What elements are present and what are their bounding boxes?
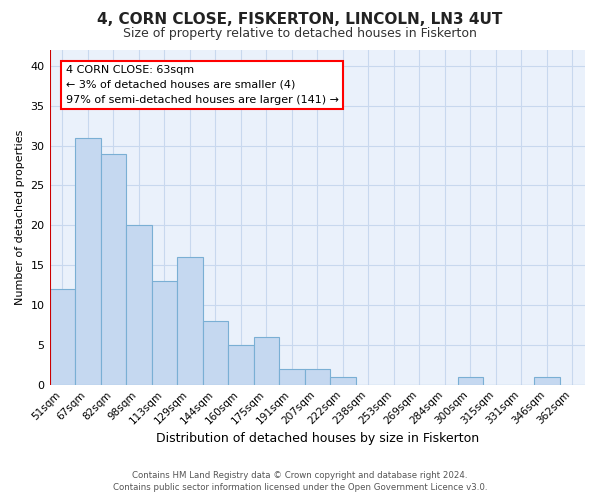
Text: 4, CORN CLOSE, FISKERTON, LINCOLN, LN3 4UT: 4, CORN CLOSE, FISKERTON, LINCOLN, LN3 4…	[97, 12, 503, 28]
Y-axis label: Number of detached properties: Number of detached properties	[15, 130, 25, 305]
Text: Size of property relative to detached houses in Fiskerton: Size of property relative to detached ho…	[123, 28, 477, 40]
Text: 4 CORN CLOSE: 63sqm
← 3% of detached houses are smaller (4)
97% of semi-detached: 4 CORN CLOSE: 63sqm ← 3% of detached hou…	[65, 65, 338, 104]
Bar	[203, 321, 228, 384]
Bar	[101, 154, 126, 384]
Bar	[254, 337, 279, 384]
Bar	[177, 257, 203, 384]
Bar	[75, 138, 101, 384]
Bar	[305, 369, 330, 384]
Bar	[50, 289, 75, 384]
Bar	[458, 377, 483, 384]
Text: Contains HM Land Registry data © Crown copyright and database right 2024.
Contai: Contains HM Land Registry data © Crown c…	[113, 471, 487, 492]
Bar	[279, 369, 305, 384]
Bar	[228, 345, 254, 385]
Bar	[152, 281, 177, 384]
Bar	[330, 377, 356, 384]
Bar	[534, 377, 560, 384]
Bar	[126, 226, 152, 384]
X-axis label: Distribution of detached houses by size in Fiskerton: Distribution of detached houses by size …	[156, 432, 479, 445]
